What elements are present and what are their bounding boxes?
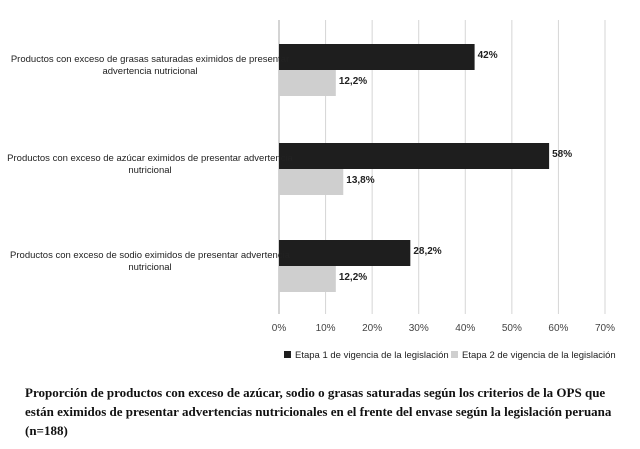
x-tick-label: 30% (409, 323, 429, 334)
legend-label: Etapa 1 de vigencia de la legislación (295, 350, 449, 361)
data-label: 58% (552, 149, 572, 160)
x-tick-label: 40% (455, 323, 475, 334)
x-tick-label: 60% (548, 323, 568, 334)
bar-series-2 (279, 70, 336, 96)
legend-label: Etapa 2 de vigencia de la legislación (462, 350, 616, 361)
category-label: Productos con exceso de grasas saturadas… (11, 54, 289, 77)
bar-series-1 (279, 44, 475, 70)
legend-swatch (451, 351, 458, 358)
x-tick-label: 50% (502, 323, 522, 334)
bar-series-2 (279, 266, 336, 292)
bar-series-1 (279, 240, 411, 266)
category-label: Productos con exceso de sodio eximidos d… (10, 250, 291, 273)
legend-swatch (284, 351, 291, 358)
data-label: 42% (478, 50, 498, 61)
data-label: 12,2% (339, 272, 367, 283)
x-tick-label: 10% (316, 323, 336, 334)
figure-caption: Proporción de productos con exceso de az… (25, 385, 612, 438)
x-tick-label: 20% (362, 323, 382, 334)
category-label: Productos con exceso de azúcar eximidos … (7, 153, 293, 176)
data-label: 12,2% (339, 76, 367, 87)
data-label: 13,8% (346, 175, 374, 186)
bar-series-2 (279, 169, 344, 195)
x-tick-label: 70% (595, 323, 615, 334)
x-tick-label: 0% (272, 323, 287, 334)
data-label: 28,2% (413, 246, 441, 257)
bar-series-1 (279, 143, 550, 169)
